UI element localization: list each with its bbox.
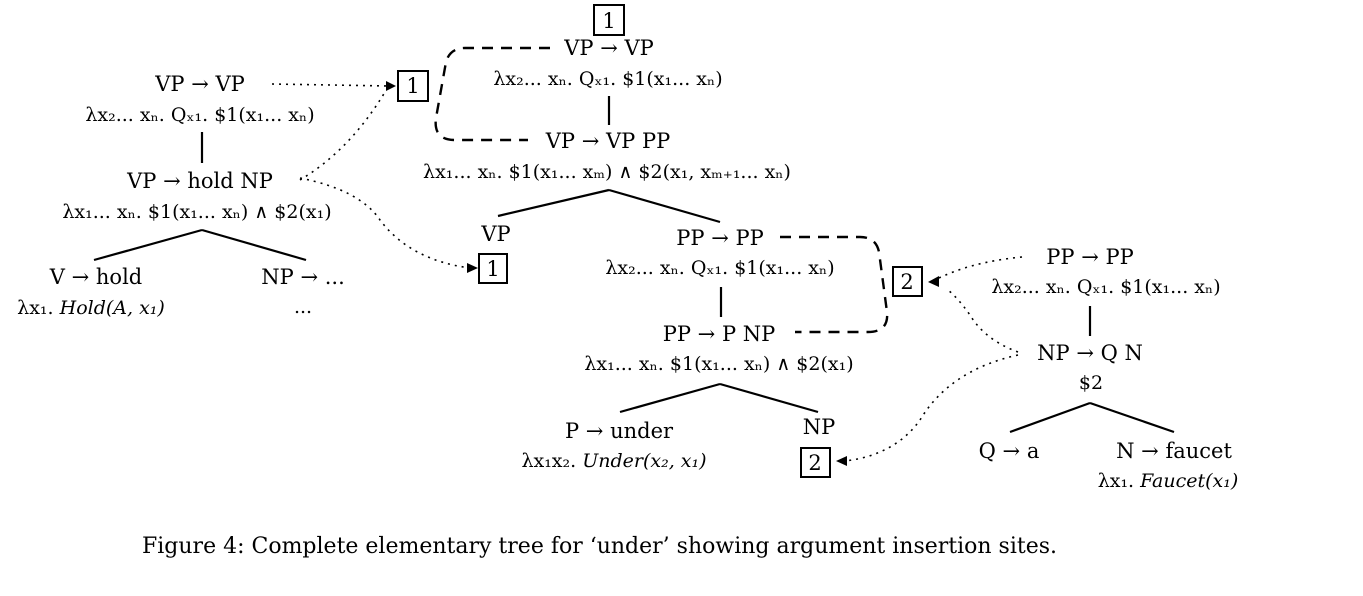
vp-adjunction-dashed-outline [434,46,550,142]
left-np-rule: NP → ... [261,265,345,289]
under-vp-leaf: VP [480,222,510,246]
figure-caption: Figure 4: Complete elementary tree for ‘… [142,534,1058,559]
site-box-top-1-label: 1 [602,9,615,33]
arrow-left-root-head [386,81,396,91]
arrow-box2-head [928,276,939,287]
under-p-semantics: λx₁x₂. Under(x₂, x₁) [521,450,706,472]
right-n-rule: N → faucet [1116,439,1232,463]
right-n-semantics: λx₁. Faucet(x₁) [1098,470,1239,492]
arrow-hold-np-to-vp-leaf [299,177,471,269]
site-box-np-2-label: 2 [808,451,821,475]
arrow-right-np-to-box2 [947,289,1019,353]
right-np-edge-right [1089,401,1175,434]
site-box-left-1-label: 1 [406,74,419,98]
right-q-rule: Q → a [979,439,1040,463]
arrow-left-root-to-box1 [271,83,389,87]
site-box-np-2 [800,447,831,478]
left-mid-semantics: λx₁... xₙ. $1(x₁... xₙ) ∧ $2(x₁) [62,201,331,223]
left-np-semantics: ... [294,296,312,318]
under-pptop-rule: PP → PP [676,226,764,250]
under-pppnp-rule: PP → P NP [663,322,776,346]
right-root-rule: PP → PP [1046,245,1134,269]
site-box-pp-2 [892,266,923,297]
under-vppp-semantics: λx₁... xₙ. $1(x₁... xₘ) ∧ $2(x₁, xₘ₊₁...… [423,161,791,183]
right-root-semantics: λx₂... xₙ. Qₓ₁. $1(x₁... xₙ) [991,276,1220,298]
dotted-arrows [271,81,1023,466]
left-tree: VP → VP λx₂... xₙ. Qₓ₁. $1(x₁... xₙ) VP … [17,72,345,319]
right-np-rule: NP → Q N [1037,341,1143,365]
under-root-rule: VP → VP [563,36,654,60]
left-root-rule: VP → VP [154,72,245,96]
under-pppnp-semantics: λx₁... xₙ. $1(x₁... xₙ) ∧ $2(x₁) [584,353,853,375]
site-box-left-1 [397,70,429,102]
under-vppp-rule: VP → VP PP [545,129,671,153]
site-box-vp-1-label: 1 [486,257,499,281]
under-vppp-edge-right [608,188,721,224]
left-v-rule: V → hold [49,265,142,289]
site-box-pp-2-label: 2 [900,270,913,294]
site-box-vp-1 [478,253,508,284]
right-np-semantics: $2 [1079,372,1103,394]
left-v-semantics: λx₁. Hold(A, x₁) [17,297,165,319]
arrow-vp-leaf-head [467,263,478,273]
left-root-semantics: λx₂... xₙ. Qₓ₁. $1(x₁... xₙ) [85,104,314,126]
under-p-rule: P → under [565,419,674,443]
left-mid-edge-right [201,228,307,262]
site-box-top-1 [593,4,625,36]
under-tree: 1 VP → VP λx₂... xₙ. Qₓ₁. $1(x₁... xₙ) V… [423,4,923,478]
right-tree: PP → PP λx₂... xₙ. Qₓ₁. $1(x₁... xₙ) NP … [979,245,1239,492]
left-mid-edge-left [93,228,203,262]
pp-adjunction-dashed-outline [780,235,889,334]
arrow-np-leaf-head [836,456,847,466]
arrow-right-np-to-np-leaf [844,354,1019,462]
under-pptop-semantics: λx₂... xₙ. Qₓ₁. $1(x₁... xₙ) [605,257,834,279]
left-mid-rule: VP → hold NP [126,169,273,193]
right-np-edge-left [1009,401,1091,434]
under-vppp-edge-left [497,188,610,218]
under-pppnp-edge-right [719,382,819,414]
under-np-leaf: NP [803,415,836,439]
under-pppnp-edge-left [619,382,721,414]
under-root-semantics: λx₂... xₙ. Qₓ₁. $1(x₁... xₙ) [493,68,722,90]
